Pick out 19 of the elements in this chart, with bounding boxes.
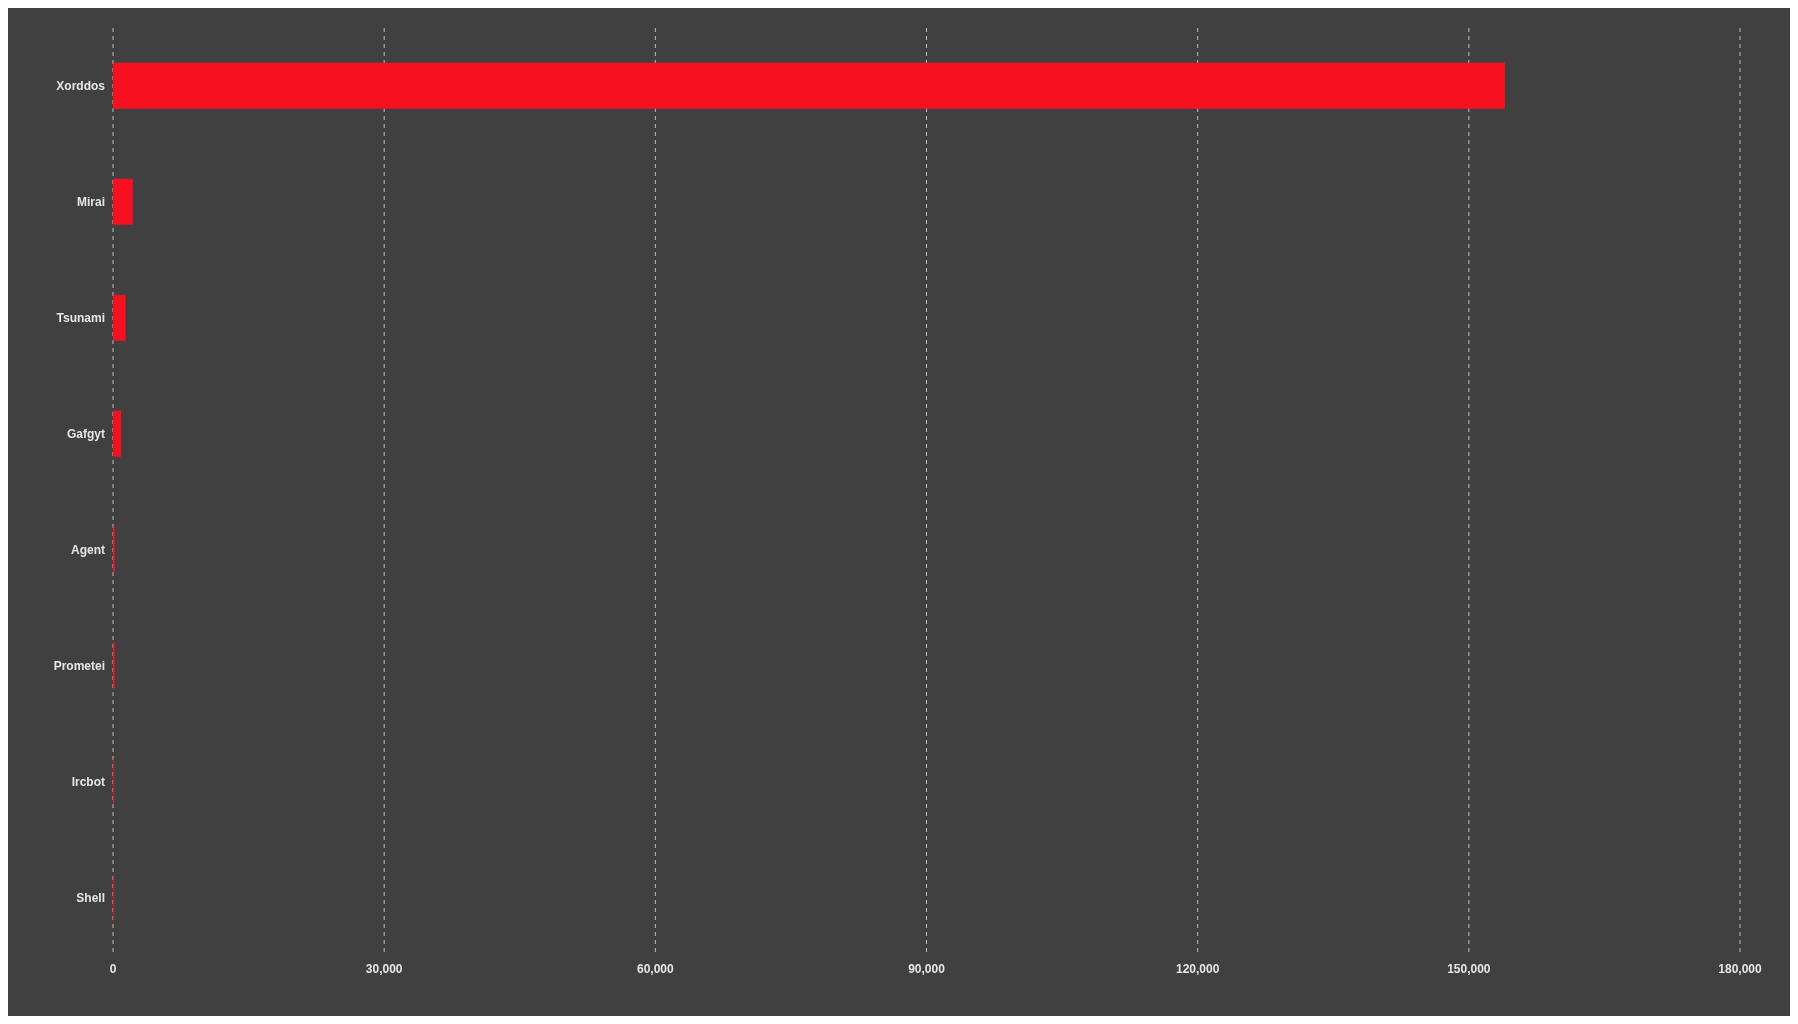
y-tick-label: Xorddos — [56, 79, 106, 94]
y-tick-label: Tsunami — [56, 311, 105, 326]
y-tick-label: Ircbot — [71, 775, 105, 790]
y-tick-label: Shell — [76, 891, 105, 906]
x-tick-label: 60,000 — [636, 961, 675, 976]
x-tick-label: 150,000 — [1447, 961, 1491, 976]
y-tick-label: Prometei — [53, 659, 105, 674]
y-tick-label: Mirai — [76, 195, 105, 210]
x-tick-label: 90,000 — [908, 961, 946, 976]
x-tick-label: 120,000 — [1175, 961, 1220, 976]
bar — [113, 294, 126, 341]
y-tick-label: Agent — [71, 543, 105, 558]
x-tick-label: 0 — [109, 961, 117, 976]
x-tick-label: 180,000 — [1718, 961, 1763, 976]
bar — [113, 178, 133, 225]
y-tick-label: Gafgyt — [66, 427, 105, 442]
bar — [113, 410, 122, 457]
bar — [113, 62, 1505, 109]
x-tick-label: 30,000 — [365, 961, 403, 976]
